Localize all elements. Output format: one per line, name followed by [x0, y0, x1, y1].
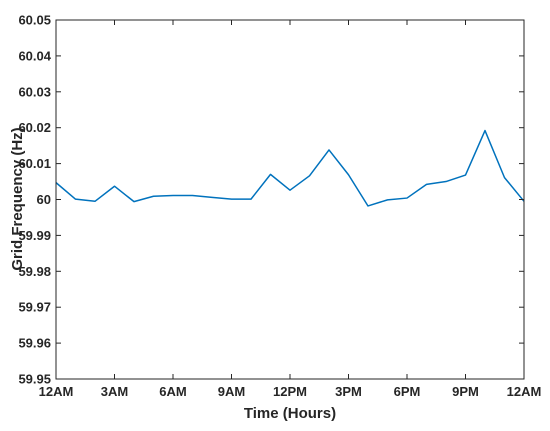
x-tick-label: 6PM [394, 384, 421, 399]
plot-area-background [56, 20, 524, 379]
y-tick-label: 60.04 [18, 48, 51, 63]
y-tick-label: 60.02 [18, 120, 51, 135]
x-tick-label: 6AM [159, 384, 186, 399]
y-tick-label: 59.95 [18, 372, 51, 387]
x-tick-label: 12AM [39, 384, 74, 399]
y-axis-label: Grid Frequency (Hz) [9, 127, 26, 270]
y-tick-label: 59.99 [18, 228, 51, 243]
x-tick-label: 12PM [273, 384, 307, 399]
y-tick-label: 60.03 [18, 84, 51, 99]
x-tick-label: 9AM [218, 384, 245, 399]
x-tick-label: 12AM [507, 384, 542, 399]
plot-area-frame [55, 19, 525, 380]
x-tick-label: 3PM [335, 384, 362, 399]
y-tick-label: 59.96 [18, 336, 51, 351]
x-tick-label: 9PM [452, 384, 479, 399]
y-tick-label: 60 [37, 192, 51, 207]
y-tick-label: 59.97 [18, 300, 51, 315]
x-axis-ticks: 12AM 3AM 6AM 9AM 12PM 3PM 6PM 9PM 12AM [39, 20, 542, 399]
y-axis-ticks: 59.95 59.96 59.97 59.98 59.99 60 60.01 60.02 60.… [18, 13, 524, 387]
x-tick-label: 3AM [101, 384, 128, 399]
y-tick-label: 59.98 [18, 264, 51, 279]
series-layer [55, 129, 525, 207]
x-axis-label: Time (Hours) [244, 405, 336, 422]
y-tick-label: 60.05 [18, 13, 51, 28]
y-tick-label: 60.01 [18, 156, 51, 171]
